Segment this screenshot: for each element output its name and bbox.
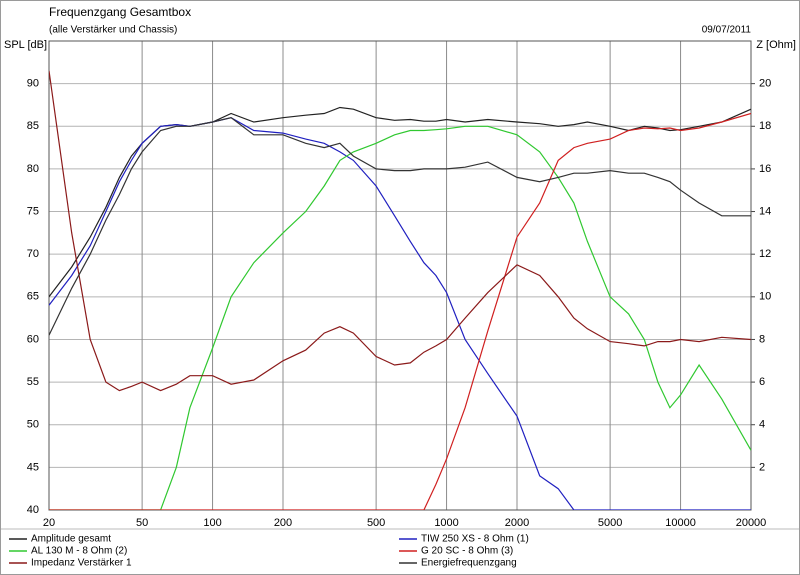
legend-label: Impedanz Verstärker 1: [31, 558, 132, 569]
y-tick-label: 90: [27, 78, 39, 90]
y2-tick-label: 2: [759, 461, 765, 473]
date: 09/07/2011: [702, 25, 752, 36]
legend-label: Amplitude gesamt: [31, 534, 111, 545]
y2-tick-label: 10: [759, 291, 771, 303]
y2-tick-label: 8: [759, 333, 765, 345]
y2-tick-label: 6: [759, 376, 765, 388]
y2-axis-label: Z [Ohm]: [756, 39, 796, 51]
x-tick-label: 5000: [598, 517, 622, 529]
legend-label: TIW 250 XS - 8 Ohm (1): [421, 534, 529, 545]
series-line: [49, 112, 751, 510]
y2-tick-label: 20: [759, 78, 771, 90]
y2-tick-label: 16: [759, 163, 771, 175]
y2-tick-label: 12: [759, 248, 771, 260]
x-tick-label: 2000: [505, 517, 529, 529]
y-tick-label: 55: [27, 376, 39, 388]
x-tick-label: 50: [136, 517, 148, 529]
series-line: [49, 70, 751, 392]
legend-label: AL 130 M - 8 Ohm (2): [31, 546, 127, 557]
y-tick-label: 60: [27, 333, 39, 345]
y-tick-label: 65: [27, 291, 39, 303]
legend-label: Energiefrequenzgang: [421, 558, 517, 569]
y-tick-label: 80: [27, 163, 39, 175]
series-line: [49, 125, 751, 510]
y2-tick-label: 14: [759, 205, 771, 217]
y2-tick-label: 4: [759, 419, 765, 431]
x-tick-label: 500: [367, 517, 385, 529]
x-tick-label: 20: [43, 517, 55, 529]
y-axis-label: SPL [dB]: [4, 39, 47, 51]
y-tick-label: 45: [27, 461, 39, 473]
x-tick-label: 100: [203, 517, 221, 529]
series-line: [49, 106, 751, 298]
y-tick-label: 50: [27, 419, 39, 431]
y-tick-label: 70: [27, 248, 39, 260]
series-line: [49, 117, 751, 510]
chart-title: Frequenzgang Gesamtbox: [49, 5, 191, 19]
y-tick-label: 75: [27, 205, 39, 217]
y-tick-label: 40: [27, 504, 39, 516]
chart-subtitle: (alle Verstärker und Chassis): [49, 25, 177, 36]
y-tick-label: 85: [27, 120, 39, 132]
x-tick-label: 10000: [665, 517, 696, 529]
x-tick-label: 1000: [434, 517, 458, 529]
plot-frame: [48, 40, 752, 511]
y2-tick-label: 18: [759, 120, 771, 132]
series-group: [49, 70, 751, 510]
legend-label: G 20 SC - 8 Ohm (3): [421, 546, 513, 557]
x-tick-label: 20000: [736, 517, 767, 529]
x-tick-label: 200: [274, 517, 292, 529]
series-line: [49, 117, 751, 336]
